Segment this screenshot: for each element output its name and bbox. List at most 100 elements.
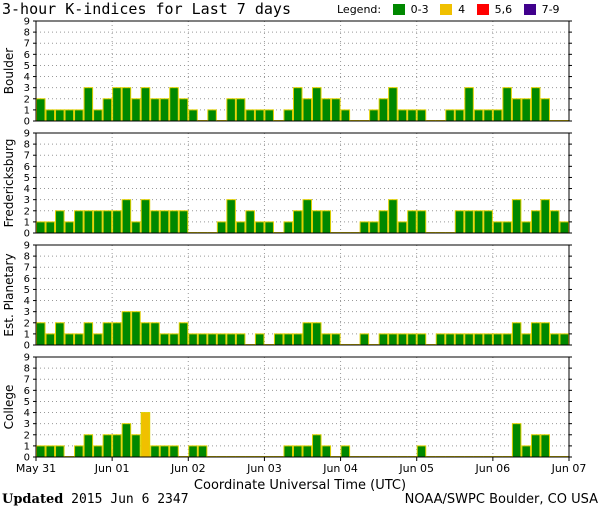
- k-index-bar: [416, 210, 427, 234]
- k-index-bar: [416, 109, 427, 122]
- y-tick-label: 7: [24, 375, 30, 386]
- k-index-bar: [74, 210, 84, 234]
- k-index-bar: [45, 109, 56, 122]
- y-tick-label: 5: [24, 285, 30, 296]
- k-index-bar: [235, 333, 246, 346]
- k-index-bar: [55, 322, 65, 346]
- k-index-bar: [102, 434, 113, 458]
- legend-item-5-6: 5,6: [476, 3, 512, 16]
- k-index-bar: [283, 333, 293, 346]
- k-index-bar: [540, 98, 550, 122]
- k-index-bar: [331, 333, 341, 346]
- k-index-bar: [140, 87, 151, 122]
- x-tick-label: Jun 03: [246, 462, 282, 475]
- panel-frame: [35, 244, 570, 346]
- k-index-bar: [159, 445, 170, 458]
- k-index-bar: [93, 333, 103, 346]
- y-tick-label: 1: [24, 441, 30, 452]
- k-index-bar: [159, 210, 170, 234]
- k-index-bar: [359, 221, 370, 234]
- k-index-bar: [102, 322, 113, 346]
- k-index-bar: [178, 322, 189, 346]
- y-tick-label: 0: [24, 453, 30, 464]
- k-index-bar: [378, 98, 389, 122]
- k-index-bar: [169, 333, 179, 346]
- k-index-bar: [36, 98, 46, 122]
- k-index-bar: [388, 199, 398, 234]
- k-index-bar: [178, 210, 189, 234]
- k-index-bar: [178, 98, 189, 122]
- k-index-bar: [559, 221, 569, 234]
- k-index-bar: [159, 98, 170, 122]
- k-index-bar: [454, 333, 465, 346]
- k-index-bar: [83, 210, 94, 234]
- k-index-bar: [83, 434, 94, 458]
- y-tick-label: 6: [24, 50, 30, 61]
- k-index-bar: [492, 333, 503, 346]
- y-tick-label: 3: [24, 83, 30, 94]
- k-index-bar: [150, 322, 160, 346]
- k-index-bar: [245, 210, 255, 234]
- y-tick-label: 8: [24, 364, 30, 375]
- k-index-bar: [292, 333, 303, 346]
- k-index-bar: [112, 322, 122, 346]
- y-tick-label: 4: [24, 296, 30, 307]
- source-credit: NOAA/SWPC Boulder, CO USA: [404, 492, 598, 507]
- x-tick-label: May 31: [16, 462, 56, 475]
- k-index-bar: [112, 434, 122, 458]
- k-index-bar: [235, 221, 246, 234]
- k-index-bar: [540, 434, 550, 458]
- k-index-bar: [559, 333, 569, 346]
- k-index-bar: [74, 445, 84, 458]
- k-index-bar: [102, 98, 113, 122]
- y-tick-label: 3: [24, 419, 30, 430]
- panel-label: Boulder: [2, 48, 16, 95]
- y-tick-label: 8: [24, 252, 30, 263]
- k-index-bar: [169, 87, 179, 122]
- k-index-bar: [483, 210, 493, 234]
- k-index-bar: [36, 445, 46, 458]
- legend-item-label: 7-9: [541, 3, 560, 16]
- k-index-bar: [302, 98, 313, 122]
- panel-frame: [35, 20, 570, 122]
- k-index-bar: [197, 333, 208, 346]
- k-index-bar: [159, 333, 170, 346]
- k-index-bar: [36, 322, 46, 346]
- x-tick-label: Jun 05: [398, 462, 434, 475]
- k-index-bar: [464, 87, 474, 122]
- k-index-bar: [169, 210, 179, 234]
- k-index-bar: [340, 109, 351, 122]
- k-index-bar: [112, 210, 122, 234]
- k-index-bar: [416, 445, 427, 458]
- k-index-bar: [388, 87, 398, 122]
- k-index-bar: [312, 434, 322, 458]
- k-index-bar: [378, 333, 389, 346]
- legend-label: Legend:: [337, 3, 382, 16]
- k-index-bar: [492, 221, 503, 234]
- k-index-bar: [502, 333, 512, 346]
- chart-title: 3-hour K-indices for Last 7 days: [2, 0, 291, 18]
- k-index-bar: [321, 210, 332, 234]
- k-index-bar: [388, 333, 398, 346]
- x-tick-label: Jun 01: [94, 462, 130, 475]
- k-index-bar: [312, 322, 322, 346]
- k-index-bar: [331, 98, 341, 122]
- k-index-bar: [83, 87, 94, 122]
- k-index-bar: [131, 98, 141, 122]
- k-index-bar: [549, 210, 560, 234]
- k-index-bar: [36, 221, 46, 234]
- k-index-bar: [74, 109, 84, 122]
- k-index-bar: [445, 109, 455, 122]
- legend-item-0-3: 0-3: [392, 3, 429, 16]
- y-tick-label: 4: [24, 184, 30, 195]
- k-index-bar: [483, 109, 493, 122]
- k-index-bar: [407, 210, 417, 234]
- k-index-bar: [521, 98, 531, 122]
- k-index-bar: [321, 98, 332, 122]
- k-index-bar: [369, 109, 379, 122]
- legend-swatch-7-9: [523, 4, 536, 15]
- k-index-bar: [511, 199, 522, 234]
- y-tick-label: 5: [24, 173, 30, 184]
- y-tick-label: 9: [24, 241, 30, 252]
- k-index-bar: [302, 199, 313, 234]
